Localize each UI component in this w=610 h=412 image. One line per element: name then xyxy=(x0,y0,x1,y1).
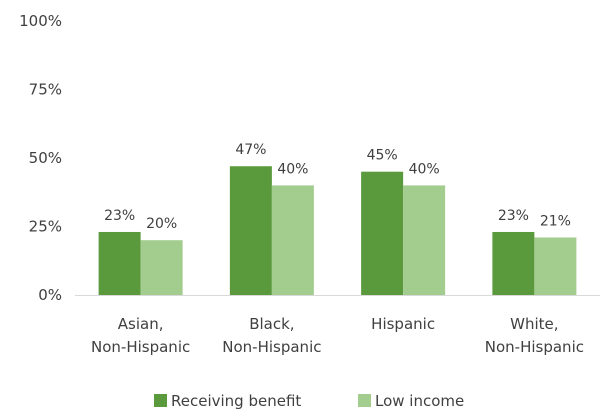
bar-low-income xyxy=(534,237,577,295)
data-label: 40% xyxy=(277,161,308,177)
legend: Receiving benefit Low income xyxy=(154,392,464,410)
x-category-label: Non-Hispanic xyxy=(91,338,190,356)
data-label: 40% xyxy=(409,161,440,177)
x-category-label: Non-Hispanic xyxy=(222,338,321,356)
legend-swatch xyxy=(154,394,167,407)
data-label: 20% xyxy=(146,216,177,232)
data-label: 47% xyxy=(235,142,266,158)
bar-low-income xyxy=(140,240,183,295)
data-label: 45% xyxy=(367,148,398,164)
data-labels: 23% 20% 47% 40% 45% 40% 23% 21% xyxy=(104,142,571,232)
x-category-label: White, xyxy=(510,315,558,333)
y-tick-label: 25% xyxy=(29,218,62,236)
bars xyxy=(98,166,577,295)
x-category-label: Asian, xyxy=(118,315,164,333)
data-label: 21% xyxy=(540,213,571,229)
y-tick-label: 100% xyxy=(19,12,62,30)
bar-low-income xyxy=(271,185,314,295)
x-category-label: Non-Hispanic xyxy=(485,338,584,356)
bar-receiving-benefit xyxy=(229,166,272,295)
x-category-label: Black, xyxy=(249,315,294,333)
legend-swatch xyxy=(358,394,371,407)
bar-receiving-benefit xyxy=(98,231,141,295)
legend-label: Receiving benefit xyxy=(171,392,301,410)
bar-low-income xyxy=(403,185,446,295)
bar-receiving-benefit xyxy=(492,231,535,295)
data-label: 23% xyxy=(104,208,135,224)
y-tick-label: 0% xyxy=(38,286,62,304)
y-tick-label: 50% xyxy=(29,149,62,167)
y-axis: 0% 25% 50% 75% 100% xyxy=(19,12,62,304)
bar-receiving-benefit xyxy=(361,171,404,295)
y-tick-label: 75% xyxy=(29,81,62,99)
x-axis: Asian, Non-Hispanic Black, Non-Hispanic Hisp… xyxy=(91,315,584,356)
legend-label: Low income xyxy=(375,392,464,410)
data-label: 23% xyxy=(498,208,529,224)
x-category-label: Hispanic xyxy=(371,315,435,333)
